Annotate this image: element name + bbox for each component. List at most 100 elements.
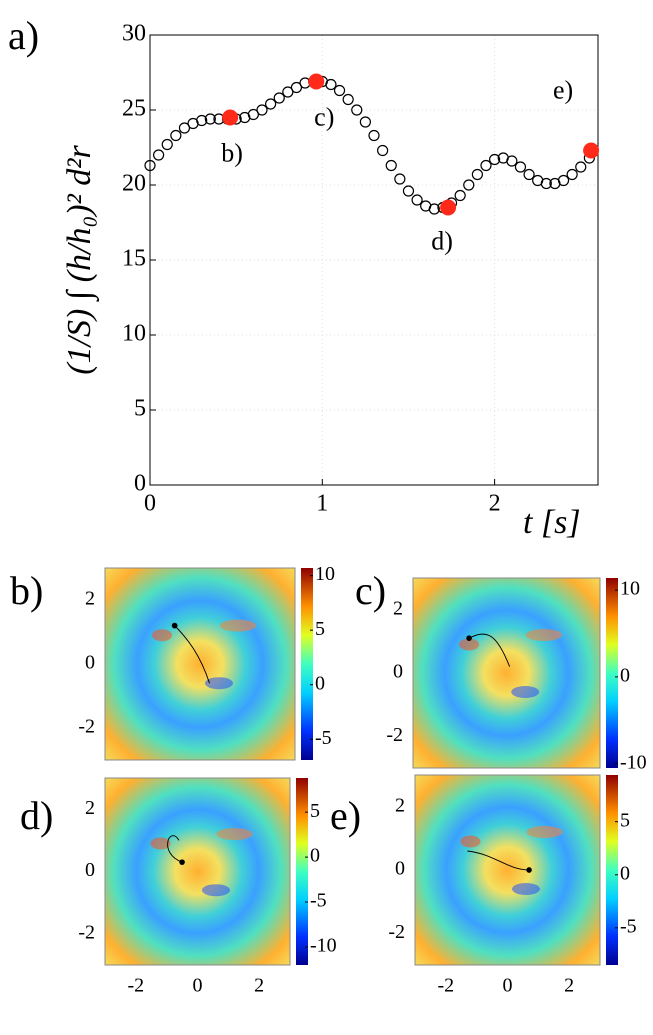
field-map: [105, 568, 295, 760]
curve-point: [489, 153, 501, 166]
x-tick-label: 0: [144, 491, 156, 517]
particle: [179, 859, 185, 865]
colorbar: [296, 778, 308, 965]
snapshot-point: [222, 109, 239, 126]
x-tick-label: 2: [489, 491, 501, 517]
panel-frame: [414, 774, 601, 966]
curve-point: [170, 129, 182, 142]
curve-point: [557, 174, 570, 187]
curve-point: [247, 108, 259, 121]
curve-point: [385, 159, 397, 172]
curve-point: [342, 93, 354, 106]
field-blob: [525, 629, 562, 641]
colorbar: [301, 568, 313, 760]
curve-point: [325, 78, 337, 91]
curve-point: [265, 98, 277, 110]
colorbar-tick-label: 0: [310, 845, 320, 867]
curve-point: [471, 168, 483, 181]
point-annotation: e): [553, 75, 573, 104]
field-blob: [526, 826, 563, 838]
trajectory-line: [167, 835, 183, 863]
snapshot-point: [308, 73, 325, 90]
field-map: [413, 578, 600, 768]
trajectory: [167, 835, 185, 865]
curve-point: [368, 129, 380, 142]
point-annotation: b): [221, 138, 243, 167]
point-annotation: c): [314, 102, 334, 131]
panel-label: b): [10, 568, 43, 613]
curve-point: [463, 179, 475, 191]
panel-label: c): [355, 568, 386, 613]
particle: [171, 622, 178, 629]
panel-frame: [104, 777, 291, 966]
field-blob: [459, 638, 480, 651]
curve-point: [454, 189, 466, 202]
particle: [466, 635, 472, 642]
y-tick-label: 20: [122, 171, 146, 197]
y-tick-label: 0: [85, 652, 95, 674]
curve-point: [377, 144, 389, 157]
curve-point: [394, 173, 406, 185]
y-tick-label: 2: [395, 794, 405, 816]
colorbar-tick-label: 0: [620, 862, 630, 884]
y-tick-label: 25: [122, 96, 146, 122]
field-blob: [205, 677, 233, 690]
trajectory: [171, 622, 210, 684]
y-tick-label: 5: [134, 396, 146, 422]
colorbar-tick-label: 5: [620, 809, 630, 831]
curve-point: [523, 168, 535, 181]
curve-point: [204, 113, 216, 125]
field-blob: [150, 837, 171, 850]
colorbar-tick-label: -5: [310, 890, 327, 912]
field-blob: [202, 884, 230, 897]
x-tick-label: 2: [254, 975, 264, 997]
y-tick-label: -2: [78, 921, 95, 943]
x-tick-label: -2: [127, 975, 144, 997]
colorbar-tick-label: 5: [310, 800, 320, 822]
y-tick-label: -2: [386, 724, 403, 746]
y-tick-label: 0: [85, 859, 95, 881]
x-tick-label: -2: [437, 975, 454, 997]
curve-point: [428, 203, 440, 215]
x-tick-label: 0: [193, 975, 203, 997]
curve-point: [161, 138, 173, 151]
colorbar-tick-label: 0: [620, 664, 630, 686]
curve-point: [273, 92, 285, 104]
y-tick-label: 2: [393, 597, 403, 619]
curve-point: [282, 86, 294, 98]
colorbar-tick-label: -10: [620, 751, 647, 773]
panel-frame: [104, 567, 296, 761]
curve-point: [351, 104, 363, 116]
y-axis-label: (1/S) ∫ (h/h₀)² d²r: [61, 145, 100, 375]
panel-label: e): [330, 793, 361, 838]
field-blob: [460, 835, 481, 848]
trajectory-line: [467, 850, 530, 871]
curve-point: [575, 161, 587, 173]
curve-point: [178, 122, 191, 134]
y-tick-label: 0: [134, 471, 146, 497]
field-blob: [511, 686, 540, 698]
x-tick-label: 0: [503, 975, 513, 997]
y-tick-label: 10: [122, 321, 146, 347]
trajectory-line: [174, 625, 210, 684]
y-tick-label: 30: [122, 21, 146, 47]
y-tick-label: 15: [122, 246, 146, 272]
field-blob: [512, 883, 540, 895]
y-tick-label: 2: [85, 588, 95, 610]
x-axis-label: t [s]: [523, 504, 581, 541]
colorbar-tick-label: 5: [315, 618, 325, 640]
snapshot-point: [440, 199, 457, 216]
particle: [526, 867, 532, 873]
field-map: [105, 778, 290, 965]
colorbar-tick-label: 0: [315, 672, 325, 694]
curve-point: [290, 81, 303, 94]
curve-point: [196, 114, 208, 127]
point-annotation: d): [431, 226, 453, 255]
y-tick-label: 0: [395, 858, 405, 880]
trajectory: [467, 850, 532, 873]
panel-label: d): [20, 793, 53, 838]
field-blob: [220, 619, 256, 632]
field-blob: [216, 828, 253, 841]
colorbar-tick-label: -5: [620, 915, 637, 937]
